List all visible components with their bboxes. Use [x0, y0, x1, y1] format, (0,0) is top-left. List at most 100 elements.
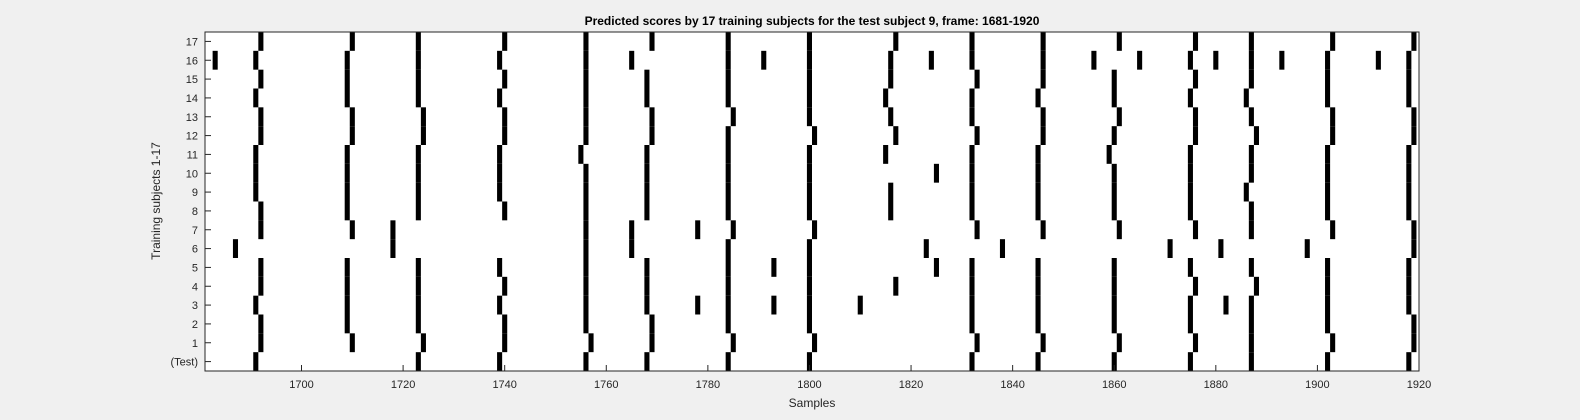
mark-row-17-1710 — [349, 32, 355, 51]
mark-row-4-1723 — [415, 276, 421, 296]
mark-row-17-1919 — [1411, 32, 1417, 51]
mark-row-13-1740 — [502, 107, 508, 127]
mark-row-4-1860 — [1111, 276, 1117, 296]
mark-row-test-1784 — [725, 352, 731, 371]
mark-row-5-1709 — [344, 258, 350, 277]
mark-row-12-1724 — [420, 126, 426, 145]
mark-row-3-1832 — [969, 295, 975, 315]
mark-row-14-1691 — [253, 88, 259, 108]
mark-row-test-1918 — [1406, 352, 1412, 371]
mark-row-2-1756 — [583, 314, 589, 334]
mark-row-12-1903 — [1330, 126, 1336, 145]
mark-row-11-1859 — [1106, 145, 1112, 164]
mark-row-16-1865 — [1137, 50, 1143, 70]
mark-row-9-1860 — [1111, 182, 1117, 202]
mark-row-1-1833 — [974, 333, 980, 353]
mark-row-13-1887 — [1248, 107, 1254, 127]
mark-row-7-1876 — [1192, 220, 1199, 240]
mark-row-4-1768 — [644, 276, 650, 296]
mark-row-11-1739 — [497, 145, 503, 164]
mark-row-7-1765 — [629, 220, 635, 240]
mark-row-1-1769 — [649, 333, 655, 353]
mark-row-3-1709 — [344, 295, 350, 315]
mark-row-8-1918 — [1406, 201, 1412, 221]
mark-row-11-1815 — [883, 145, 889, 164]
x-axis: 1700 1720 1740 1760 1780 1800 1820 1840 1860 1880… — [289, 365, 1431, 391]
mark-row-11-1902 — [1325, 145, 1331, 164]
mark-row-9-1845 — [1035, 182, 1041, 202]
mark-row-11-1709 — [344, 145, 350, 164]
mark-row-2-1919 — [1411, 314, 1417, 334]
mark-row-4-1740 — [502, 276, 508, 296]
mark-row-2-1875 — [1187, 314, 1193, 334]
mark-row-15-1740 — [502, 69, 508, 89]
mark-row-6-1871 — [1167, 239, 1173, 258]
mark-row-16-1912 — [1375, 50, 1381, 70]
mark-row-13-1785 — [730, 107, 736, 127]
mark-row-8-1692 — [258, 201, 264, 221]
mark-row-10-1825 — [933, 163, 939, 183]
mark-row-3-1918 — [1406, 295, 1412, 315]
mark-row-6-1898 — [1304, 239, 1310, 258]
mark-row-1-1801 — [812, 333, 818, 353]
mark-row-6-1881 — [1218, 239, 1224, 258]
mark-row-17-1769 — [649, 32, 655, 51]
mark-row-16-1709 — [344, 50, 350, 70]
mark-row-3-1723 — [415, 295, 421, 315]
mark-row-4-1888 — [1253, 276, 1259, 296]
mark-row-3-1800 — [806, 295, 812, 315]
mark-row-8-1784 — [725, 201, 731, 221]
mark-row-5-1793 — [771, 258, 777, 277]
mark-row-15-1768 — [644, 69, 650, 89]
y-tick-label-16: 16 — [186, 55, 198, 67]
mark-row-6-1687 — [232, 239, 239, 258]
mark-row-5-1902 — [1325, 258, 1331, 277]
mark-row-8-1860 — [1111, 201, 1117, 221]
mark-row-6-1919 — [1411, 239, 1417, 258]
mark-row-5-1723 — [415, 258, 421, 277]
mark-row-16-1723 — [415, 50, 421, 70]
mark-row-test-1800 — [806, 352, 812, 371]
mark-row-test-1768 — [644, 352, 650, 371]
mark-row-15-1784 — [725, 69, 731, 89]
mark-row-8-1875 — [1187, 201, 1193, 221]
mark-row-3-1778 — [695, 295, 701, 315]
x-tick-label-1840: 1840 — [1000, 379, 1024, 391]
mark-row-8-1816 — [888, 201, 894, 221]
mark-row-16-1832 — [969, 50, 975, 70]
mark-row-16-1846 — [1040, 50, 1046, 70]
mark-row-4-1876 — [1192, 276, 1199, 296]
mark-row-10-1709 — [344, 163, 350, 183]
mark-row-15-1756 — [583, 69, 589, 89]
y-tick-label-14: 14 — [186, 93, 198, 105]
mark-row-6-1823 — [923, 239, 929, 258]
chart-title: Predicted scores by 17 training subjects… — [585, 14, 1040, 28]
x-tick-label-1780: 1780 — [696, 379, 720, 391]
mark-row-12-1876 — [1192, 126, 1199, 145]
mark-row-7-1833 — [974, 220, 980, 240]
mark-row-1-1876 — [1192, 333, 1199, 353]
x-tick-label-1740: 1740 — [492, 379, 516, 391]
mark-row-14-1886 — [1243, 88, 1249, 108]
mark-row-5-1832 — [969, 258, 975, 277]
mark-row-test-1860 — [1111, 352, 1117, 371]
mark-row-test-1832 — [969, 352, 975, 371]
mark-row-14-1860 — [1111, 88, 1117, 108]
mark-row-3-1860 — [1111, 295, 1117, 315]
mark-row-13-1832 — [969, 107, 975, 127]
mark-row-8-1845 — [1035, 201, 1041, 221]
mark-row-5-1845 — [1035, 258, 1041, 277]
y-tick-label-8: 8 — [192, 206, 198, 218]
mark-row-3-1691 — [253, 295, 259, 315]
mark-row-1-1757 — [588, 333, 594, 353]
x-tick-label-1860: 1860 — [1102, 379, 1126, 391]
mark-row-2-1832 — [969, 314, 975, 334]
mark-row-15-1846 — [1040, 69, 1046, 89]
mark-row-3-1768 — [644, 295, 650, 315]
mark-row-test-1845 — [1035, 352, 1041, 371]
mark-row-5-1756 — [583, 258, 589, 277]
mark-row-14-1709 — [344, 88, 350, 108]
mark-row-10-1887 — [1248, 163, 1254, 183]
